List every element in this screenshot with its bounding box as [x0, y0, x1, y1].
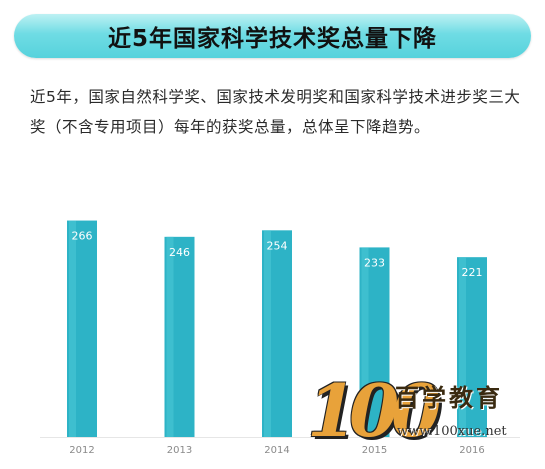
watermark-logo: 100 百学教育 www.100xue.net: [303, 368, 543, 462]
data-label-2015: 233: [364, 256, 385, 269]
x-tick-label-2014: 2014: [264, 445, 289, 456]
bar-highlight-2012: [69, 220, 76, 437]
x-tick-label-2015: 2015: [362, 445, 387, 456]
data-label-2013: 246: [169, 246, 190, 259]
page-title: 近5年国家科学技术奖总量下降: [107, 26, 437, 52]
data-label-2014: 254: [267, 239, 288, 252]
title-banner: 近5年国家科学技术奖总量下降: [14, 14, 531, 58]
watermark-url: www.100xue.net: [397, 424, 507, 439]
x-tick-label-2013: 2013: [167, 445, 192, 456]
data-label-2016: 221: [462, 266, 483, 279]
intro-paragraph: 近5年，国家自然科学奖、国家技术发明奖和国家科学技术进步奖三大奖（不含专用项目）…: [30, 88, 521, 136]
watermark-brand: 百学教育: [395, 383, 503, 412]
x-tick-label-2016: 2016: [459, 445, 484, 456]
bar-highlight-2014: [264, 230, 271, 437]
bar-highlight-2013: [166, 236, 174, 437]
x-tick-label-2012: 2012: [69, 445, 94, 456]
bar-highlight-2016: [459, 257, 466, 437]
bar-highlight-2015: [361, 247, 369, 437]
data-label-2012: 266: [72, 230, 93, 243]
watermark-numeral: 100: [307, 368, 441, 453]
